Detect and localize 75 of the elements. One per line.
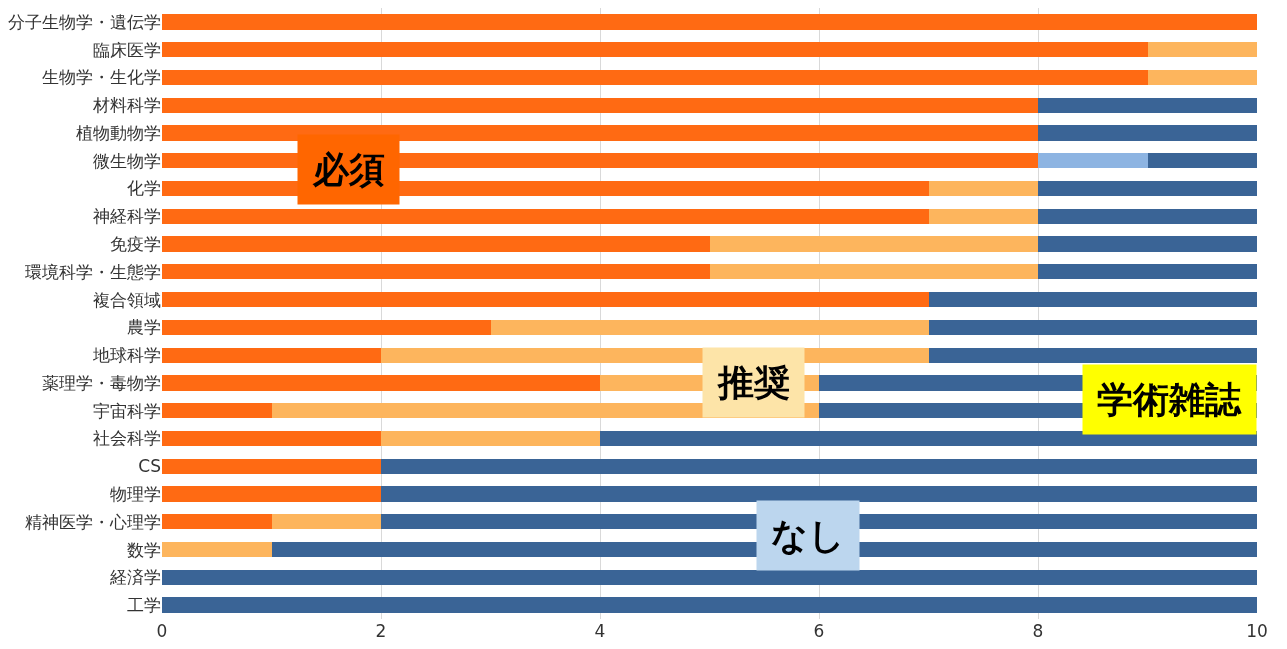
y-tick-label: 数学: [127, 539, 161, 560]
x-tick-label: 4: [594, 621, 606, 641]
series-label: なし: [771, 515, 845, 556]
bar: [381, 430, 600, 447]
series-label: 推奨: [717, 362, 790, 403]
bar: [381, 486, 1257, 502]
bar: [162, 97, 1038, 113]
bar: [162, 319, 491, 336]
bar: [928, 347, 1257, 363]
bar: [1038, 208, 1257, 224]
bar: [928, 208, 1038, 224]
y-tick-label: 生物学・生化学: [42, 67, 161, 88]
bar: [162, 569, 1257, 585]
bar: [709, 264, 1038, 280]
series-label: 必須: [312, 149, 385, 190]
bar: [162, 541, 272, 558]
y-tick-label: 薬理学・毒物学: [42, 372, 161, 393]
bar: [162, 125, 1038, 141]
bar: [928, 319, 1257, 336]
y-tick-label: 化学: [127, 178, 161, 199]
bar: [271, 514, 381, 530]
y-tick-label: 地球科学: [92, 345, 161, 366]
bar: [928, 180, 1038, 197]
bar: [928, 291, 1257, 308]
bar: [1038, 180, 1257, 197]
x-tick-label: 0: [156, 621, 168, 641]
bar: [162, 597, 1257, 613]
y-tick-label: 臨床医学: [93, 39, 161, 60]
bar: [1038, 125, 1257, 141]
y-tick-label: 複合領域: [93, 289, 161, 310]
bar: [162, 514, 272, 530]
y-tick-label: 分子生物学・遺伝学: [8, 11, 161, 32]
y-tick-label: 神経科学: [93, 206, 161, 227]
y-tick-label: 免疫学: [110, 234, 161, 255]
bar: [709, 236, 1038, 252]
bar: [1038, 236, 1257, 252]
bar: [162, 14, 1257, 30]
bar: [1147, 153, 1257, 169]
bar: [162, 458, 381, 474]
bar: [600, 430, 1257, 447]
bar: [162, 347, 381, 363]
bar: [1038, 264, 1257, 280]
bar: [162, 236, 710, 252]
x-tick-label: 10: [1246, 621, 1268, 641]
y-tick-label: 精神医学・心理学: [25, 511, 161, 532]
bar: [162, 486, 381, 502]
y-tick-label: 宇宙科学: [93, 400, 161, 421]
bar: [162, 403, 272, 419]
bar: [1038, 153, 1148, 169]
y-tick-label: 物理学: [110, 483, 161, 504]
bar: [381, 458, 1257, 474]
y-tick-label: 工学: [127, 595, 161, 616]
y-tick-label: CS: [138, 456, 161, 477]
y-tick-label: 社会科学: [93, 428, 161, 449]
y-tick-label: 農学: [127, 317, 161, 338]
bar: [162, 208, 929, 224]
bar: [162, 42, 1148, 58]
y-tick-label: 環境科学・生態学: [25, 261, 161, 282]
bar: [162, 264, 710, 280]
y-tick-label: 微生物学: [93, 150, 161, 171]
bar: [1038, 97, 1257, 113]
bar: [490, 319, 929, 336]
bar: [162, 375, 600, 391]
x-tick-label: 6: [813, 621, 825, 641]
bar: [162, 291, 929, 308]
annotation: 学術雑誌: [1097, 379, 1242, 420]
y-tick-label: 経済学: [109, 567, 161, 588]
bar: [162, 69, 1148, 86]
x-tick-label: 8: [1032, 621, 1044, 641]
bar: [1147, 42, 1257, 58]
bar: [162, 430, 381, 447]
y-tick-label: 植物動物学: [76, 122, 161, 143]
x-tick-label: 2: [375, 621, 387, 641]
bar: [1147, 69, 1257, 86]
y-tick-label: 材料科学: [92, 95, 161, 116]
